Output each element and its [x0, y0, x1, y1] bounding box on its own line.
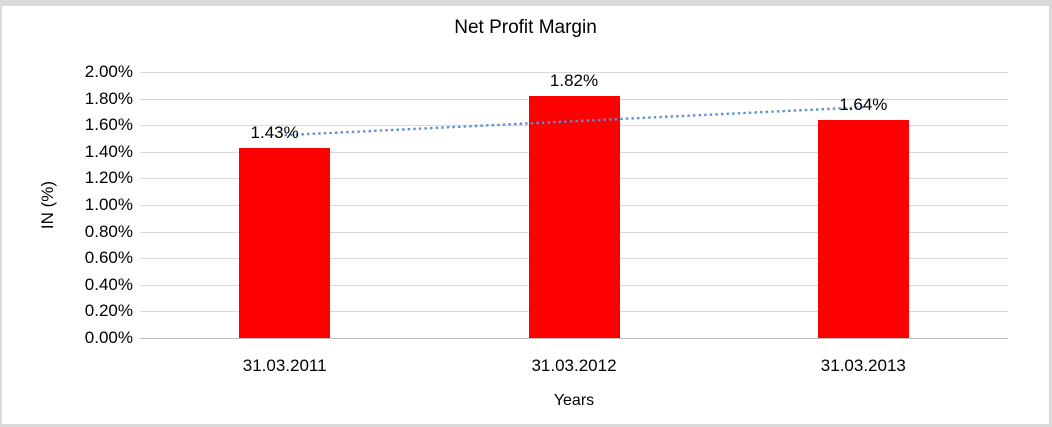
bar	[817, 119, 909, 338]
bar	[528, 95, 620, 338]
y-tick-label: 2.00%	[84, 62, 133, 81]
x-tick-label: 31.03.2011	[242, 356, 327, 375]
bar-data-label: 1.43%	[250, 122, 299, 142]
y-tick-label: 1.20%	[84, 168, 133, 188]
y-tick-label: 1.40%	[84, 141, 133, 161]
x-tick-label: 31.03.2012	[531, 356, 617, 375]
bar	[239, 147, 331, 338]
y-tick-label: 1.00%	[84, 195, 133, 214]
bar-data-label: 1.82%	[549, 70, 599, 90]
y-tick-label: 1.60%	[84, 115, 133, 135]
x-axis-line	[140, 338, 1008, 339]
y-tick-label: 0.40%	[84, 274, 133, 294]
trendline	[284, 106, 864, 137]
y-tick-label: 0.60%	[84, 248, 133, 268]
x-axis-title: Years	[553, 392, 595, 409]
chart-title: Net Profit Margin	[454, 17, 597, 38]
gridline	[140, 72, 1008, 73]
x-tick-label: 31.03.2013	[820, 356, 906, 375]
y-tick-label: 0.20%	[84, 301, 133, 321]
y-tick-label: 1.80%	[84, 88, 133, 108]
plot-area: 1.43% 1.82% 1.64%	[140, 70, 1008, 339]
y-tick-label: 0.00%	[84, 328, 133, 347]
y-tick-label: 0.80%	[84, 221, 133, 241]
bar-data-label: 1.64%	[839, 94, 888, 114]
